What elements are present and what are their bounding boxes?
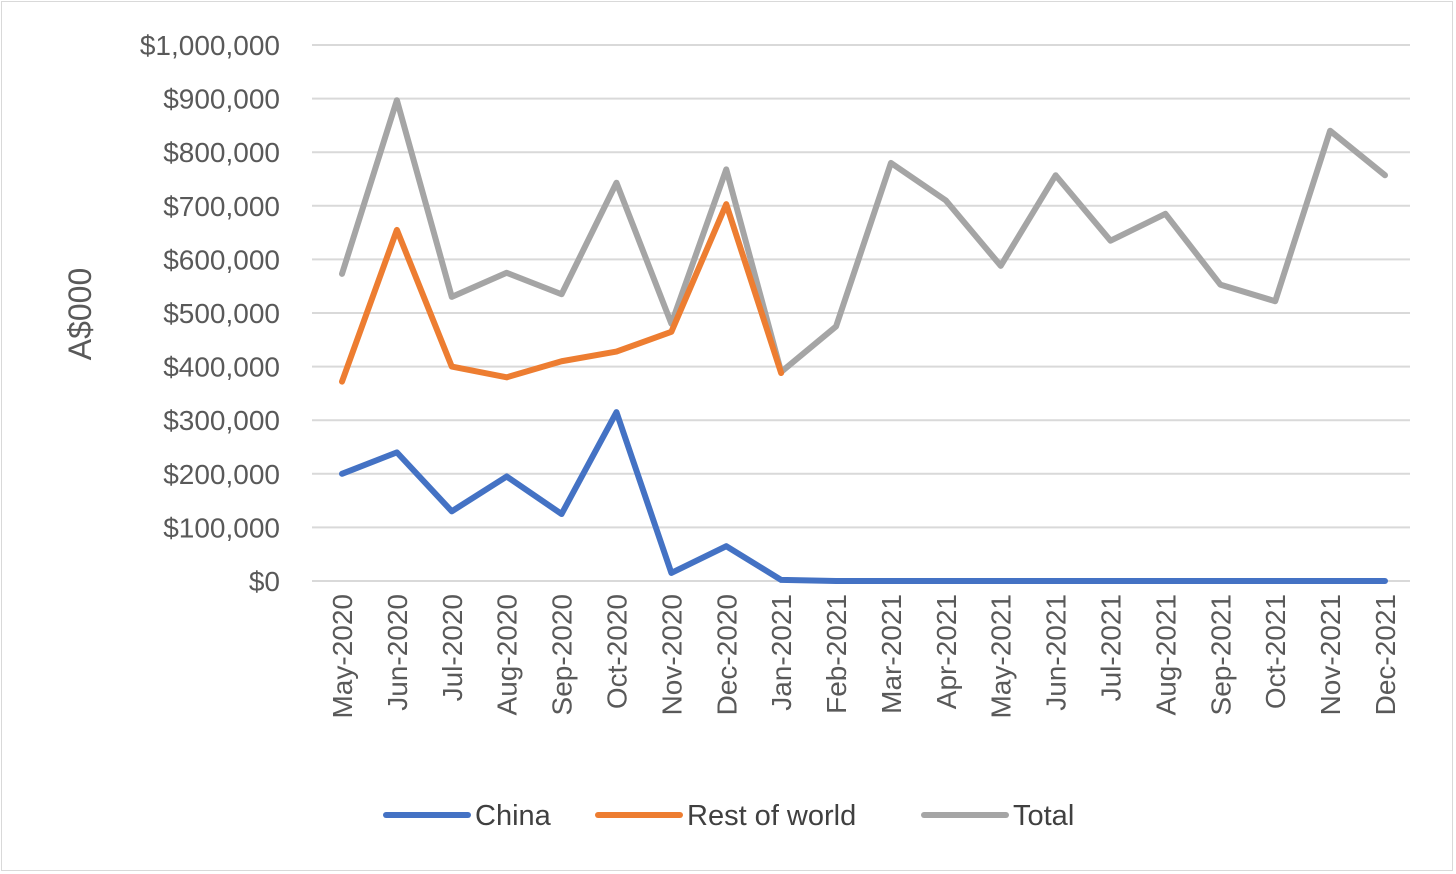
legend-label: Total: [1013, 800, 1074, 832]
series-line-china: [339, 409, 1388, 584]
x-tick-label: Aug-2020: [492, 594, 523, 715]
y-tick-label: $0: [249, 566, 280, 597]
x-tick-label: Jul-2021: [1096, 594, 1127, 701]
x-tick-label: Oct-2020: [601, 594, 632, 709]
x-tick-label: Dec-2021: [1370, 594, 1401, 715]
x-tick-label: Feb-2021: [821, 594, 852, 714]
x-tick-label: Sep-2020: [547, 594, 578, 715]
x-tick-label: May-2020: [327, 594, 358, 719]
x-tick-label: Nov-2020: [656, 594, 687, 715]
x-tick-label: Sep-2021: [1205, 594, 1236, 715]
series-line-total: [339, 97, 1388, 375]
series-lines: [339, 97, 1388, 584]
x-tick-label: Aug-2021: [1150, 594, 1181, 715]
y-tick-label: $300,000: [163, 405, 280, 436]
x-tick-label: Oct-2021: [1260, 594, 1291, 709]
y-tick-label: $400,000: [163, 352, 280, 383]
x-tick-label: Jul-2020: [437, 594, 468, 701]
y-tick-label: $700,000: [163, 191, 280, 222]
x-tick-label: Dec-2020: [711, 594, 742, 715]
x-tick-label: May-2021: [986, 594, 1017, 719]
x-tick-label: Jun-2021: [1041, 594, 1072, 711]
y-tick-label: $900,000: [163, 84, 280, 115]
y-tick-label: $800,000: [163, 137, 280, 168]
x-tick-label: Apr-2021: [931, 594, 962, 709]
gridlines: [312, 44, 1410, 582]
legend: China Rest of world Total: [383, 800, 1074, 832]
series-line-rest-of-world: [339, 201, 785, 385]
y-tick-label: $200,000: [163, 459, 280, 490]
legend-label: Rest of world: [687, 800, 856, 832]
y-tick-label: $1,000,000: [140, 30, 280, 61]
x-tick-label: Jun-2020: [382, 594, 413, 711]
x-tick-label: Mar-2021: [876, 594, 907, 714]
y-axis-tick-labels: $0 $100,000 $200,000 $300,000 $400,000 $500,0…: [140, 30, 280, 597]
y-axis-title: A$000: [62, 268, 98, 361]
legend-label: China: [475, 800, 552, 832]
x-tick-label: Jan-2021: [766, 594, 797, 711]
x-tick-label: Nov-2021: [1315, 594, 1346, 715]
y-tick-label: $100,000: [163, 512, 280, 543]
x-axis-tick-labels: May-2020 Jun-2020 Jul-2020 Aug-2020 Sep-2020…: [327, 594, 1401, 719]
y-tick-label: $500,000: [163, 298, 280, 329]
y-tick-label: $600,000: [163, 244, 280, 275]
